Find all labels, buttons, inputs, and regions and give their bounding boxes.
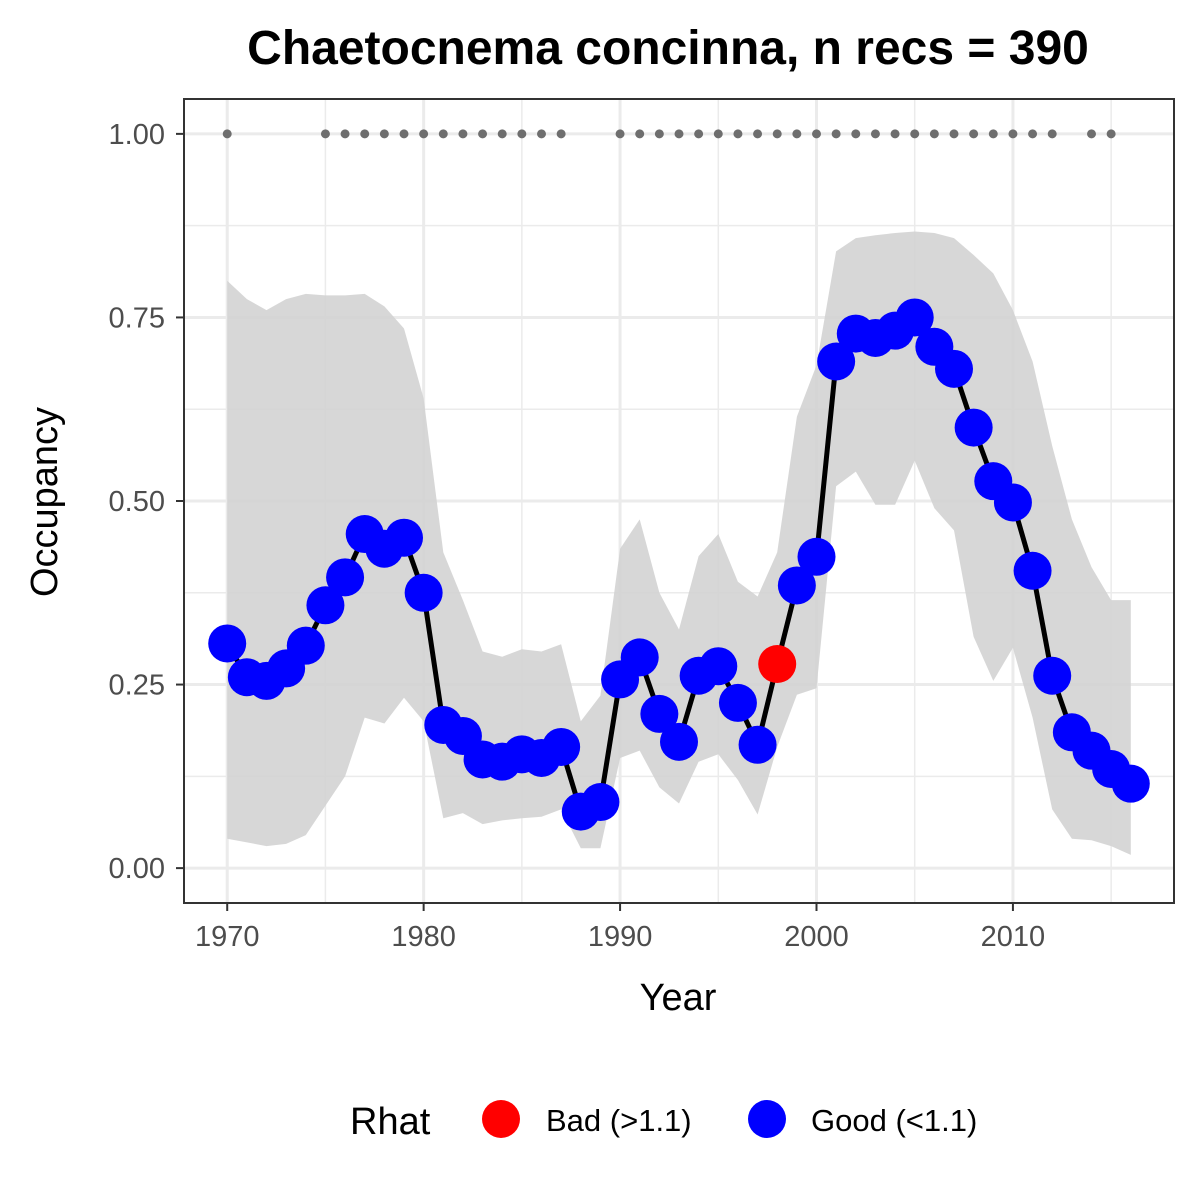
occupancy-point-good [581, 783, 620, 822]
occupancy-point-good [306, 586, 345, 625]
record-dot [969, 129, 979, 139]
occupancy-point-good [935, 349, 973, 388]
record-dot [910, 129, 920, 139]
legend-title: Rhat [350, 1101, 431, 1143]
occupancy-point-good [817, 342, 856, 381]
occupancy-point-bad [758, 645, 797, 684]
credible-interval-ribbon [227, 231, 1131, 855]
record-dot [674, 129, 684, 139]
y-tick-label: 0.00 [109, 853, 165, 885]
record-dot [320, 129, 330, 139]
occupancy-point-good [385, 518, 423, 557]
record-dot [537, 129, 546, 139]
occupancy-point-good [286, 626, 325, 665]
occupancy-point-good [777, 566, 816, 605]
occupancy-point-good [1033, 656, 1072, 695]
x-tick-label: 1970 [195, 921, 260, 953]
occupancy-point-good [718, 683, 757, 722]
occupancy-point-good [993, 483, 1032, 522]
legend-key-good [748, 1100, 786, 1138]
record-dot [419, 129, 429, 139]
record-dot [812, 129, 821, 139]
x-axis: 1970 1980 1990 2000 2010 [195, 903, 1045, 953]
occupancy-point-good [660, 722, 698, 761]
x-tick-label: 2000 [784, 921, 849, 953]
record-dot [1106, 129, 1116, 139]
record-dot [772, 129, 782, 139]
legend: Rhat Bad (>1.1) Good (<1.1) [350, 1100, 977, 1143]
record-dot [379, 129, 389, 139]
x-axis-label: Year [640, 977, 717, 1019]
plot-panel [183, 98, 1175, 904]
occupancy-point-good [797, 537, 836, 576]
occupancy-point-good [326, 558, 365, 597]
chart-title: Chaetocnema concinna, n recs = 390 [247, 22, 1089, 75]
occupancy-point-good [895, 298, 934, 337]
record-dot [360, 129, 370, 139]
record-dot [1087, 129, 1096, 139]
y-tick-label: 0.25 [109, 670, 165, 702]
occupancy-point-good [1013, 551, 1052, 590]
y-tick-label: 1.00 [109, 119, 165, 151]
legend-key-bad [482, 1100, 520, 1138]
record-dot [831, 129, 841, 139]
record-dot [654, 129, 664, 139]
record-dot [753, 129, 763, 139]
occupancy-point-good [404, 573, 443, 612]
record-dot [497, 129, 507, 139]
y-axis-label: Occupancy [24, 407, 66, 597]
y-tick-label: 0.50 [109, 486, 165, 518]
legend-label-good: Good (<1.1) [811, 1103, 977, 1138]
record-dot [556, 129, 566, 139]
record-dot [792, 129, 802, 139]
record-dot [870, 129, 880, 139]
record-dot [222, 129, 232, 139]
record-dot [890, 129, 900, 139]
record-dot [851, 129, 861, 139]
record-dot [929, 129, 939, 139]
record-dot [438, 129, 448, 139]
record-dot [988, 129, 998, 139]
occupancy-point-good [542, 727, 581, 766]
occupancy-point-good [208, 624, 247, 663]
record-dot [949, 129, 959, 139]
record-dot [478, 129, 488, 139]
occupancy-point-good [738, 725, 777, 764]
record-dot [694, 129, 704, 139]
record-dot [340, 129, 350, 139]
occupancy-point-good [699, 647, 738, 686]
record-dot [399, 129, 409, 139]
occupancy-point-good [620, 638, 659, 677]
record-dot [713, 129, 723, 139]
x-tick-label: 2010 [981, 921, 1046, 953]
record-dot [1028, 129, 1038, 139]
y-tick-label: 0.75 [109, 302, 165, 334]
record-dot [615, 129, 625, 139]
occupancy-point-good [1111, 764, 1150, 803]
x-tick-label: 1980 [391, 921, 456, 953]
record-dot [733, 129, 743, 139]
record-dot [635, 129, 645, 139]
record-dot [1008, 129, 1018, 139]
y-axis: 0.00 0.25 0.50 0.75 1.00 [109, 119, 184, 885]
record-dot [1047, 129, 1057, 139]
occupancy-point-good [640, 694, 679, 733]
occupancy-point-good [954, 408, 993, 447]
record-dot [458, 129, 468, 139]
legend-label-bad: Bad (>1.1) [546, 1103, 692, 1138]
record-dot [517, 129, 527, 139]
x-tick-label: 1990 [588, 921, 653, 953]
